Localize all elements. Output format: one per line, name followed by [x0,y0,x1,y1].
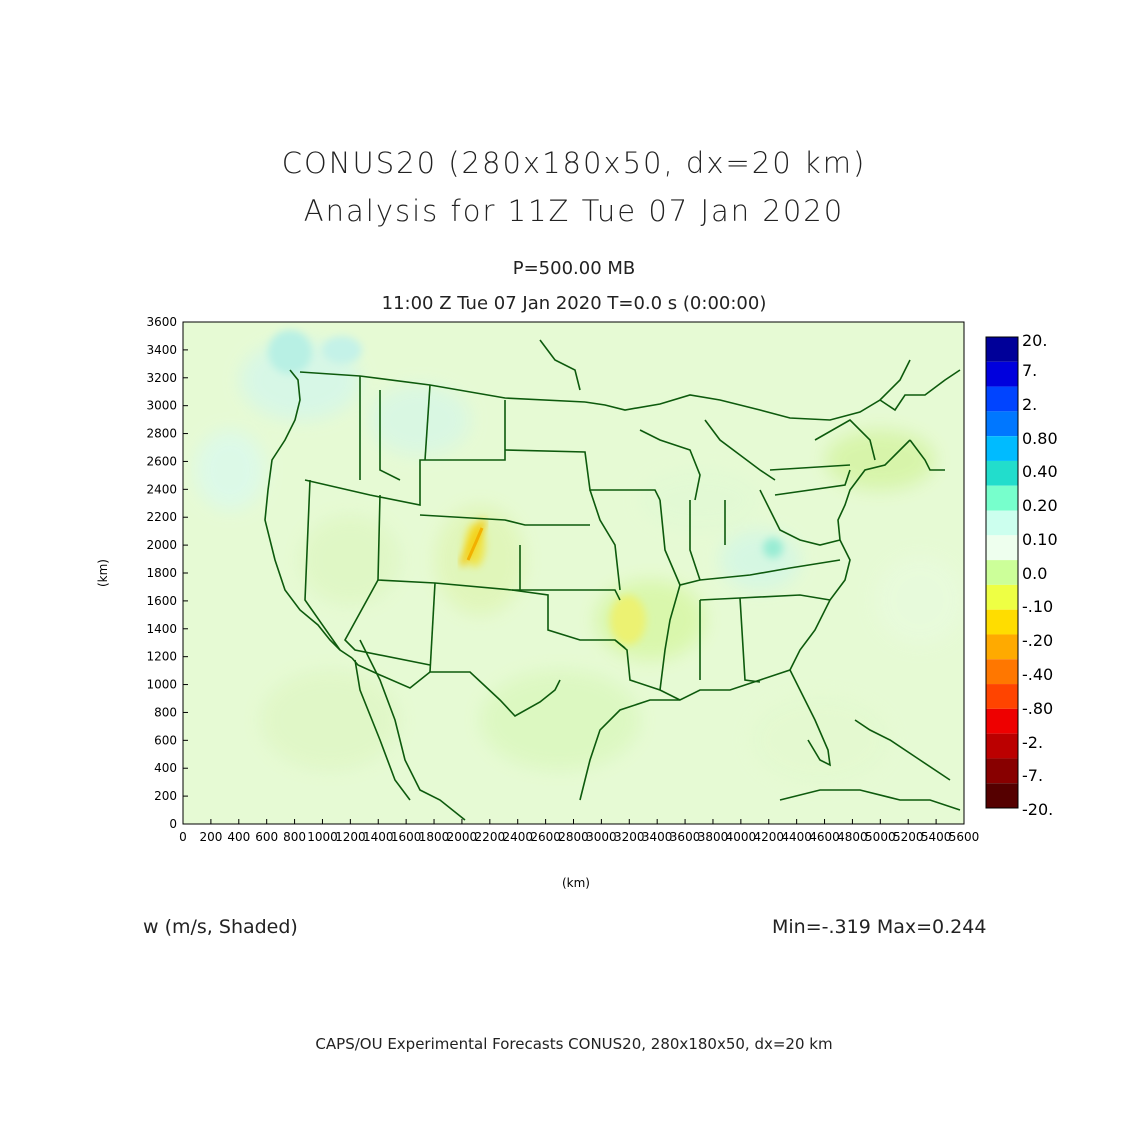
legend-swatch [986,386,1018,412]
legend-label: 0.80 [1022,429,1058,448]
x-tick-label: 1200 [335,830,366,844]
legend-swatch [986,758,1018,784]
x-tick-label: 2200 [475,830,506,844]
x-tick-label: 600 [255,830,278,844]
legend-swatch [986,411,1018,437]
legend-label: 20. [1022,331,1047,350]
legend-swatch [986,510,1018,536]
legend-swatch [986,684,1018,709]
x-tick-label: 4000 [726,830,757,844]
legend-swatch [986,337,1018,362]
x-tick-label: 4800 [837,830,868,844]
valid-time: 11:00 Z Tue 07 Jan 2020 T=0.0 s (0:00:00… [381,293,767,314]
legend-label: -.20 [1022,631,1053,650]
legend-label: 0.0 [1022,564,1047,583]
legend-label: -2. [1022,733,1043,752]
legend-swatch [986,609,1018,635]
x-tick-label: 4400 [781,830,812,844]
legend-label: -.80 [1022,699,1053,718]
legend-swatch [986,783,1018,808]
y-tick-label: 1600 [146,594,177,608]
x-tick-label: 2800 [558,830,589,844]
legend-label: -7. [1022,766,1043,785]
legend-swatch [986,584,1018,610]
y-tick-label: 1200 [146,650,177,664]
legend-swatch [986,733,1018,759]
y-tick-label: 2600 [146,454,177,468]
x-tick-label: 1800 [419,830,450,844]
color-legend: 20. 7. 2. 0.80 0.40 0.20 0.10 0.0 -.10 -.20 -.40 -.… [985,331,1058,819]
legend-swatch [986,436,1018,461]
x-axis: 0 200 400 600 800 100012001400160018002000220… [179,819,979,844]
legend-label: -.40 [1022,665,1053,684]
y-tick-label: 2400 [146,482,177,496]
x-tick-label: 800 [283,830,306,844]
x-tick-label: 3200 [614,830,645,844]
x-tick-label: 2400 [502,830,533,844]
y-tick-label: 400 [154,761,177,775]
y-tick-label: 2200 [146,510,177,524]
x-tick-label: 1600 [391,830,422,844]
legend-label: -20. [1022,800,1053,819]
legend-label: 2. [1022,395,1037,414]
legend-frame [985,336,1019,809]
x-tick-label: 5600 [949,830,980,844]
legend-swatch [986,560,1018,585]
x-tick-label: 3600 [670,830,701,844]
y-tick-label: 2000 [146,538,177,552]
y-tick-label: 3200 [146,371,177,385]
y-tick-label: 0 [169,817,177,831]
x-tick-label: 0 [179,830,187,844]
y-tick-label: 1400 [146,622,177,636]
legend-label: 7. [1022,361,1037,380]
y-tick-label: 3400 [146,343,177,357]
credit-line: CAPS/OU Experimental Forecasts CONUS20, … [315,1035,833,1053]
y-tick-label: 1000 [146,678,177,692]
x-tick-label: 3800 [698,830,729,844]
x-tick-label: 5200 [893,830,924,844]
y-tick-label: 3000 [146,399,177,413]
legend-swatch [986,361,1018,387]
x-tick-label: 200 [199,830,222,844]
pressure-level: P=500.00 MB [512,258,636,279]
y-tick-label: 1800 [146,566,177,580]
legend-swatch [986,460,1018,486]
legend-label: 0.20 [1022,496,1058,515]
x-tick-label: 2600 [530,830,561,844]
y-tick-label: 600 [154,733,177,747]
field-label: w (m/s, Shaded) [143,916,298,938]
legend-label: 0.40 [1022,462,1058,481]
y-axis-label: (km) [96,559,110,587]
x-tick-label: 5400 [921,830,952,844]
x-tick-label: 3400 [642,830,673,844]
y-tick-label: 3600 [146,315,177,329]
x-tick-label: 4600 [809,830,840,844]
y-axis: 0 200 400 600 800 1000 1200 1400 1600 1800 2000 220… [146,315,188,831]
legend-swatch [986,634,1018,660]
title-line-2: Analysis for 11Z Tue 07 Jan 2020 [303,194,845,228]
legend-label: -.10 [1022,597,1053,616]
y-tick-label: 800 [154,705,177,719]
title-line-1: CONUS20 (280x180x50, dx=20 km) [281,146,867,180]
legend-swatch [986,485,1018,511]
x-tick-label: 2000 [447,830,478,844]
legend-swatch [986,708,1018,734]
legend-swatch [986,535,1018,561]
x-tick-label: 1000 [307,830,338,844]
x-tick-label: 5000 [865,830,896,844]
y-tick-label: 200 [154,789,177,803]
w-field-shading [183,322,964,824]
legend-swatch [986,659,1018,685]
y-tick-label: 2800 [146,427,177,441]
geographic-boundaries [264,339,961,821]
x-axis-label: (km) [562,876,590,890]
x-tick-label: 4200 [753,830,784,844]
x-tick-label: 1400 [363,830,394,844]
min-max-readout: Min=-.319 Max=0.244 [772,916,987,938]
x-tick-label: 400 [227,830,250,844]
legend-label: 0.10 [1022,530,1058,549]
x-tick-label: 3000 [586,830,617,844]
